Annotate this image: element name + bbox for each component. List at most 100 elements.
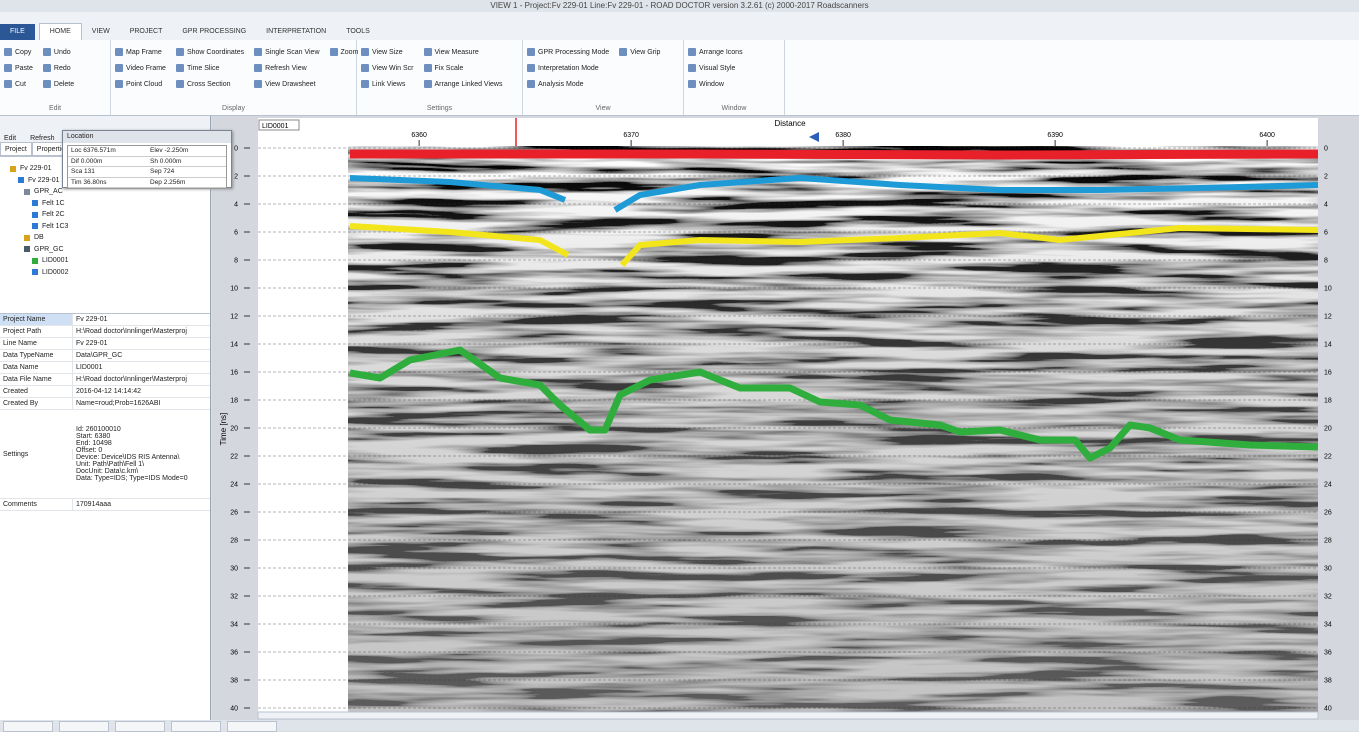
tree-item[interactable]: LID0002 [10, 267, 210, 279]
tree-label: Felt 1C [42, 200, 65, 207]
y-tick-label: 6 [234, 230, 238, 237]
ribbon-button[interactable]: Link Views [361, 76, 414, 92]
ribbon-button[interactable]: Arrange Icons [688, 44, 743, 60]
button-label: View Size [372, 49, 403, 56]
menu-tab[interactable]: HOME [39, 23, 82, 40]
y-tick-label-right: 12 [1324, 314, 1332, 321]
ribbon-button[interactable]: Map Frame [115, 44, 166, 60]
y-tick-label-right: 32 [1324, 594, 1332, 601]
ribbon-button[interactable]: Time Slice [176, 60, 244, 76]
menu-tab[interactable]: TOOLS [336, 24, 380, 40]
button-label: Video Frame [126, 65, 166, 72]
tree-icon [24, 246, 30, 252]
ribbon-button[interactable]: Paste [4, 60, 33, 76]
ribbon-button[interactable]: Cut [4, 76, 33, 92]
ribbon-button[interactable]: Arrange Linked Views [424, 76, 503, 92]
toolbar-button[interactable]: Edit [4, 135, 16, 142]
tree-label: GPR_AC [34, 188, 63, 195]
x-tick-label: 6400 [1259, 132, 1275, 139]
property-line: Offset: 0 [76, 447, 207, 454]
button-label: Paste [15, 65, 33, 72]
menu-tab[interactable]: VIEW [82, 24, 120, 40]
menu-tab[interactable]: PROJECT [120, 24, 173, 40]
ribbon-button[interactable]: GPR Processing Mode [527, 44, 609, 60]
y-tick-label-right: 16 [1324, 370, 1332, 377]
tree-label: LID0001 [42, 257, 68, 264]
tree-item[interactable]: Felt 1C [10, 198, 210, 210]
ribbon-button[interactable]: Analysis Mode [527, 76, 609, 92]
button-icon [361, 80, 369, 88]
ribbon-button[interactable]: Zoom [330, 44, 359, 60]
button-label: Time Slice [187, 65, 219, 72]
tree-icon [10, 166, 16, 172]
popup-grid: Loc 6376.571mElev -2.250mDif 0.000mSh 0.… [67, 145, 227, 189]
button-icon [424, 64, 432, 72]
ribbon-button[interactable]: Redo [43, 60, 74, 76]
ribbon-button[interactable]: Refresh View [254, 60, 319, 76]
button-icon [254, 80, 262, 88]
button-label: View Measure [435, 49, 479, 56]
tree-item[interactable]: LID0001 [10, 255, 210, 267]
ribbon-button[interactable]: Interpretation Mode [527, 60, 609, 76]
y-tick-label-right: 36 [1324, 650, 1332, 657]
button-icon [176, 48, 184, 56]
property-name: Data TypeName [0, 350, 73, 361]
button-icon [176, 80, 184, 88]
tree-item[interactable]: GPR_GC [10, 244, 210, 256]
ribbon-button[interactable]: Show Coordinates [176, 44, 244, 60]
button-icon [4, 80, 12, 88]
ribbon-button[interactable]: Visual Style [688, 60, 743, 76]
button-label: Interpretation Mode [538, 65, 599, 72]
tree-item[interactable]: Felt 2C [10, 209, 210, 221]
popup-cell: Elev -2.250m [147, 146, 226, 157]
ribbon-button[interactable]: View Grip [619, 44, 660, 60]
ribbon-button[interactable]: Single Scan View [254, 44, 319, 60]
ribbon-button[interactable]: Delete [43, 76, 74, 92]
ribbon-button[interactable]: View Size [361, 44, 414, 60]
button-icon [688, 48, 696, 56]
button-label: Analysis Mode [538, 81, 584, 88]
button-label: Copy [15, 49, 31, 56]
ribbon-button[interactable]: Copy [4, 44, 33, 60]
toolbar-button[interactable]: Refresh [30, 135, 55, 142]
ribbon-group: GPR Processing Mode Interpretation Mode An… [523, 40, 684, 115]
tree-icon [32, 269, 38, 275]
app-window: VIEW 1 - Project:Fv 229-01 Line:Fv 229-0… [0, 0, 1359, 731]
ribbon-button[interactable]: View Measure [424, 44, 503, 60]
ribbon-button[interactable]: View Drawsheet [254, 76, 319, 92]
ribbon-button[interactable]: Point Cloud [115, 76, 166, 92]
button-icon [4, 64, 12, 72]
x-tick-label: 6360 [411, 132, 427, 139]
ribbon-button[interactable]: View Win Scr [361, 60, 414, 76]
property-name: Data File Name [0, 374, 73, 385]
property-row: SettingsId: 260100010Start: 6380End: 104… [0, 410, 210, 499]
panel-tab[interactable]: Project [0, 142, 32, 156]
y-tick-label-right: 24 [1324, 482, 1332, 489]
button-label: Link Views [372, 81, 405, 88]
y-tick-label: 32 [230, 594, 238, 601]
tree-item[interactable]: Felt 1C3 [10, 221, 210, 233]
button-label: Map Frame [126, 49, 162, 56]
tree-item[interactable]: DB [10, 232, 210, 244]
ribbon-button[interactable]: Cross Section [176, 76, 244, 92]
y-tick-label: 16 [230, 370, 238, 377]
button-label: View Drawsheet [265, 81, 315, 88]
ribbon-button[interactable]: Fix Scale [424, 60, 503, 76]
button-icon [254, 48, 262, 56]
property-value: LID0001 [73, 362, 210, 373]
menu-tab[interactable]: INTERPRETATION [256, 24, 336, 40]
horizontal-scrollbar[interactable] [258, 712, 1318, 719]
menu-tab[interactable]: FILE [0, 24, 35, 40]
menu-tab[interactable]: GPR PROCESSING [172, 24, 256, 40]
ribbon-button[interactable]: Video Frame [115, 60, 166, 76]
y-tick-label: 0 [234, 146, 238, 153]
ribbon-button[interactable]: Undo [43, 44, 74, 60]
ribbon-group: Arrange IconsVisual StyleWindowWindow [684, 40, 785, 115]
button-label: Point Cloud [126, 81, 162, 88]
property-row: Project NameFv 229-01 [0, 314, 210, 326]
ribbon-button[interactable]: Window [688, 76, 743, 92]
group-label: Settings [357, 105, 522, 112]
tree-icon [32, 223, 38, 229]
property-row: Data File NameH:\Road doctor\Innlinger\M… [0, 374, 210, 386]
